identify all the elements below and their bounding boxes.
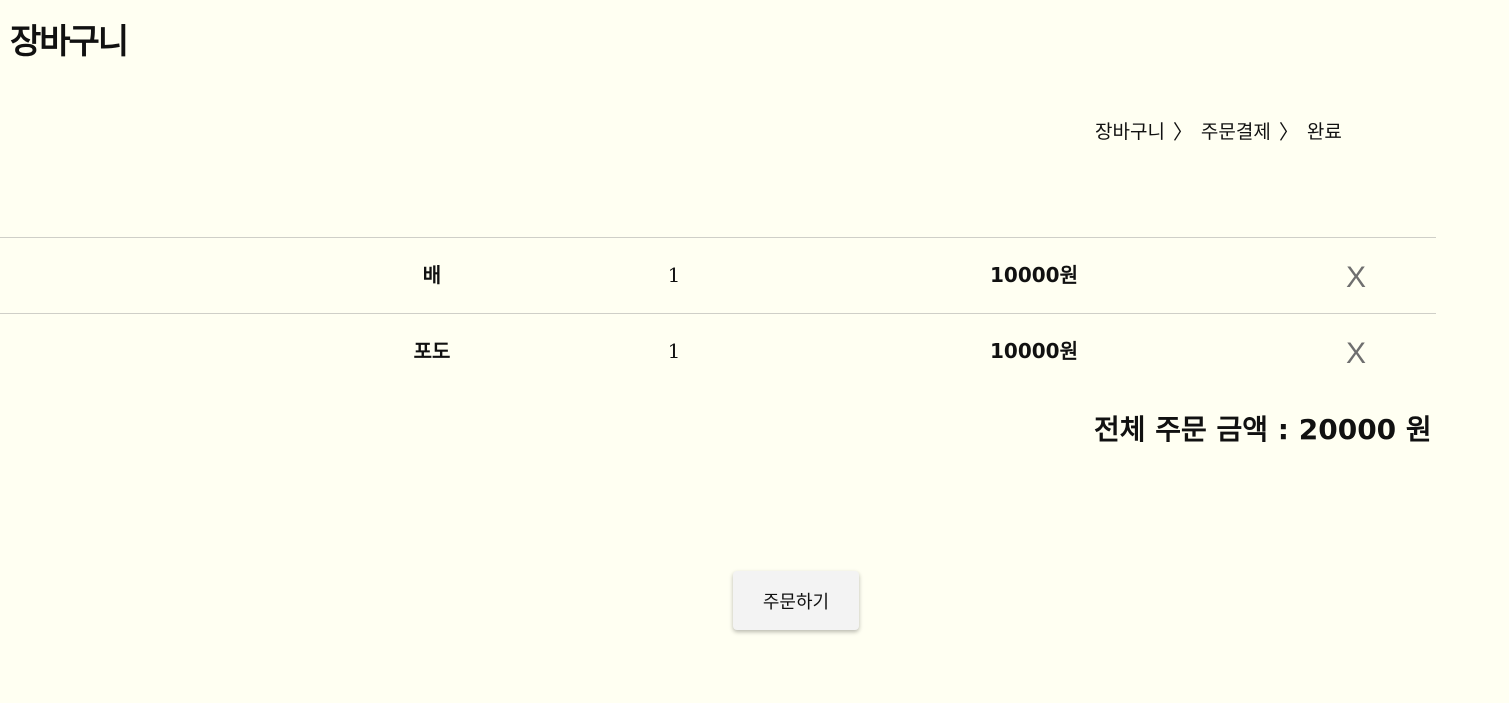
cart-item-quantity: 1 [667, 263, 681, 287]
cart-item-quantity: 1 [667, 339, 681, 363]
remove-item-button[interactable]: X [1345, 261, 1366, 294]
cart-item-name: 포도 [413, 339, 451, 363]
cart-row: 배 1 10000원 X [0, 238, 1436, 314]
remove-item-button[interactable]: X [1345, 337, 1366, 370]
cart-item-price: 10000원 [990, 339, 1078, 363]
breadcrumb-step-checkout[interactable]: 주문결제 [1200, 121, 1271, 143]
cart-item-name: 배 [422, 263, 442, 287]
order-button[interactable]: 주문하기 [733, 571, 859, 630]
breadcrumb-separator-icon: 〉 [1172, 120, 1193, 144]
breadcrumb-step-cart[interactable]: 장바구니 [1095, 121, 1165, 143]
cart-table: 배 1 10000원 X 포도 1 10000원 X [0, 237, 1436, 389]
page-title: 장바구니 [10, 22, 129, 62]
order-total: 전체 주문 금액 : 20000 원 [1094, 413, 1432, 446]
breadcrumb: 장바구니 〉 주문결제 〉 완료 [1095, 118, 1342, 146]
breadcrumb-separator-icon: 〉 [1278, 120, 1299, 144]
cart-item-price: 10000원 [990, 263, 1078, 287]
breadcrumb-step-complete[interactable]: 완료 [1306, 121, 1342, 143]
cart-row: 포도 1 10000원 X [0, 314, 1436, 389]
